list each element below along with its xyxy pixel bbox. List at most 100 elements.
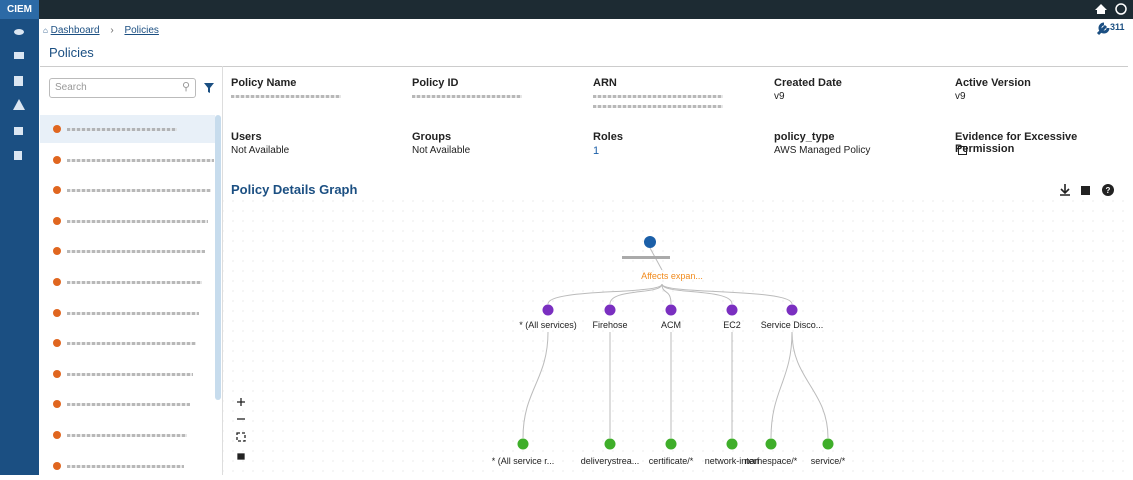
policy-item[interactable]	[40, 390, 215, 418]
search-box[interactable]: Search ⚲	[49, 78, 196, 98]
redacted-value	[593, 95, 723, 98]
resource-node	[765, 438, 777, 450]
service-label: Firehose	[592, 320, 627, 330]
policy-item[interactable]	[40, 421, 215, 449]
edge	[791, 331, 829, 439]
root-node	[644, 236, 656, 248]
app-name: CIEM	[0, 0, 39, 19]
redacted-value	[593, 105, 723, 108]
service-label: ACM	[661, 320, 681, 330]
graph-title: Policy Details Graph	[231, 182, 358, 197]
resource-node	[665, 438, 677, 450]
resource-label: deliverystrea...	[581, 456, 640, 466]
field-value: Not Available	[412, 145, 471, 156]
view-icon[interactable]	[14, 29, 24, 35]
lock[interactable]	[237, 453, 245, 460]
resource-label: namespace/*	[745, 456, 798, 466]
graph-toolbar: ?	[1060, 184, 1114, 196]
field-label: ARN	[593, 77, 617, 89]
redacted-text	[67, 342, 196, 346]
policy-item[interactable]	[40, 237, 215, 265]
zoom-in[interactable]	[237, 398, 245, 406]
field-value: v9	[955, 91, 966, 102]
redacted-text	[67, 281, 202, 284]
redacted-label	[622, 256, 670, 259]
status-dot	[53, 155, 61, 164]
service-node	[604, 304, 616, 316]
monitor-icon[interactable]	[14, 52, 24, 59]
field-value[interactable]: 1	[593, 145, 600, 157]
logout-icon[interactable]	[14, 151, 22, 160]
download-icon[interactable]	[1060, 184, 1070, 196]
page-title: Policies	[49, 45, 94, 60]
wrench-icon[interactable]	[1096, 22, 1110, 36]
field-label: Evidence for Excessive Permission	[955, 131, 1078, 155]
resource-label: certificate/*	[649, 456, 694, 466]
policy-item[interactable]	[40, 452, 215, 480]
resource-node	[822, 438, 834, 450]
redacted-text	[67, 189, 211, 193]
resource-node	[604, 438, 616, 450]
policy-item[interactable]	[40, 329, 215, 357]
breadcrumb-link[interactable]: Policies	[124, 25, 159, 36]
policy-item[interactable]	[40, 146, 215, 174]
evidence-icon[interactable]	[958, 146, 967, 155]
report-icon[interactable]	[14, 76, 23, 86]
redacted-text	[67, 250, 205, 254]
redacted-text	[67, 464, 184, 468]
policy-item[interactable]	[40, 360, 215, 388]
home-icon[interactable]	[1095, 4, 1107, 14]
status-dot	[53, 186, 61, 195]
resource-node	[517, 438, 529, 450]
clock-icon[interactable]	[1115, 3, 1127, 15]
service-label: EC2	[723, 320, 741, 330]
status-dot	[53, 461, 61, 470]
sidebar-icons	[13, 29, 25, 160]
resource-label: service/*	[811, 456, 846, 466]
service-node	[542, 304, 554, 316]
status-dot	[53, 339, 61, 348]
edge	[661, 283, 793, 305]
status-dot	[53, 125, 61, 133]
service-node	[726, 304, 738, 316]
book-icon[interactable]	[14, 127, 23, 135]
field-value: Not Available	[231, 145, 290, 156]
redacted-value	[412, 95, 522, 98]
help-icon[interactable]	[1102, 184, 1114, 196]
edge	[609, 283, 663, 305]
zoom-controls	[236, 398, 246, 460]
resource-label: network-interf	[705, 456, 760, 466]
service-label: * (All services)	[519, 320, 577, 330]
resource-node	[726, 438, 738, 450]
edge	[770, 331, 793, 439]
status-dot	[53, 216, 61, 225]
policy-item[interactable]	[40, 268, 215, 296]
edge	[661, 283, 672, 305]
policy-item[interactable]	[40, 207, 215, 235]
policy-item[interactable]	[40, 176, 215, 204]
service-node	[786, 304, 798, 316]
status-dot	[53, 431, 61, 439]
redacted-value	[231, 95, 341, 98]
field-label: Policy ID	[412, 77, 459, 89]
edge	[547, 283, 663, 305]
badge: 311	[1110, 22, 1125, 32]
alert-icon[interactable]	[13, 99, 25, 110]
policy-item[interactable]	[40, 115, 215, 143]
graph: Affects expan... * (All services) Firehose…	[222, 200, 1128, 475]
field-label: Policy Name	[231, 77, 297, 89]
graph-canvas	[222, 200, 1128, 475]
policy-item[interactable]	[40, 299, 215, 327]
policy-list	[40, 112, 222, 475]
breadcrumb-link[interactable]: Dashboard	[50, 25, 100, 36]
redacted-text	[67, 219, 208, 223]
filter-icon[interactable]	[203, 82, 215, 94]
redacted-text	[67, 372, 193, 376]
edge	[522, 331, 549, 439]
field-label: Active Version	[955, 77, 1031, 89]
redacted-text	[67, 158, 214, 162]
fit-view[interactable]	[236, 432, 246, 442]
image-icon[interactable]	[1081, 186, 1090, 195]
status-dot	[53, 247, 61, 256]
